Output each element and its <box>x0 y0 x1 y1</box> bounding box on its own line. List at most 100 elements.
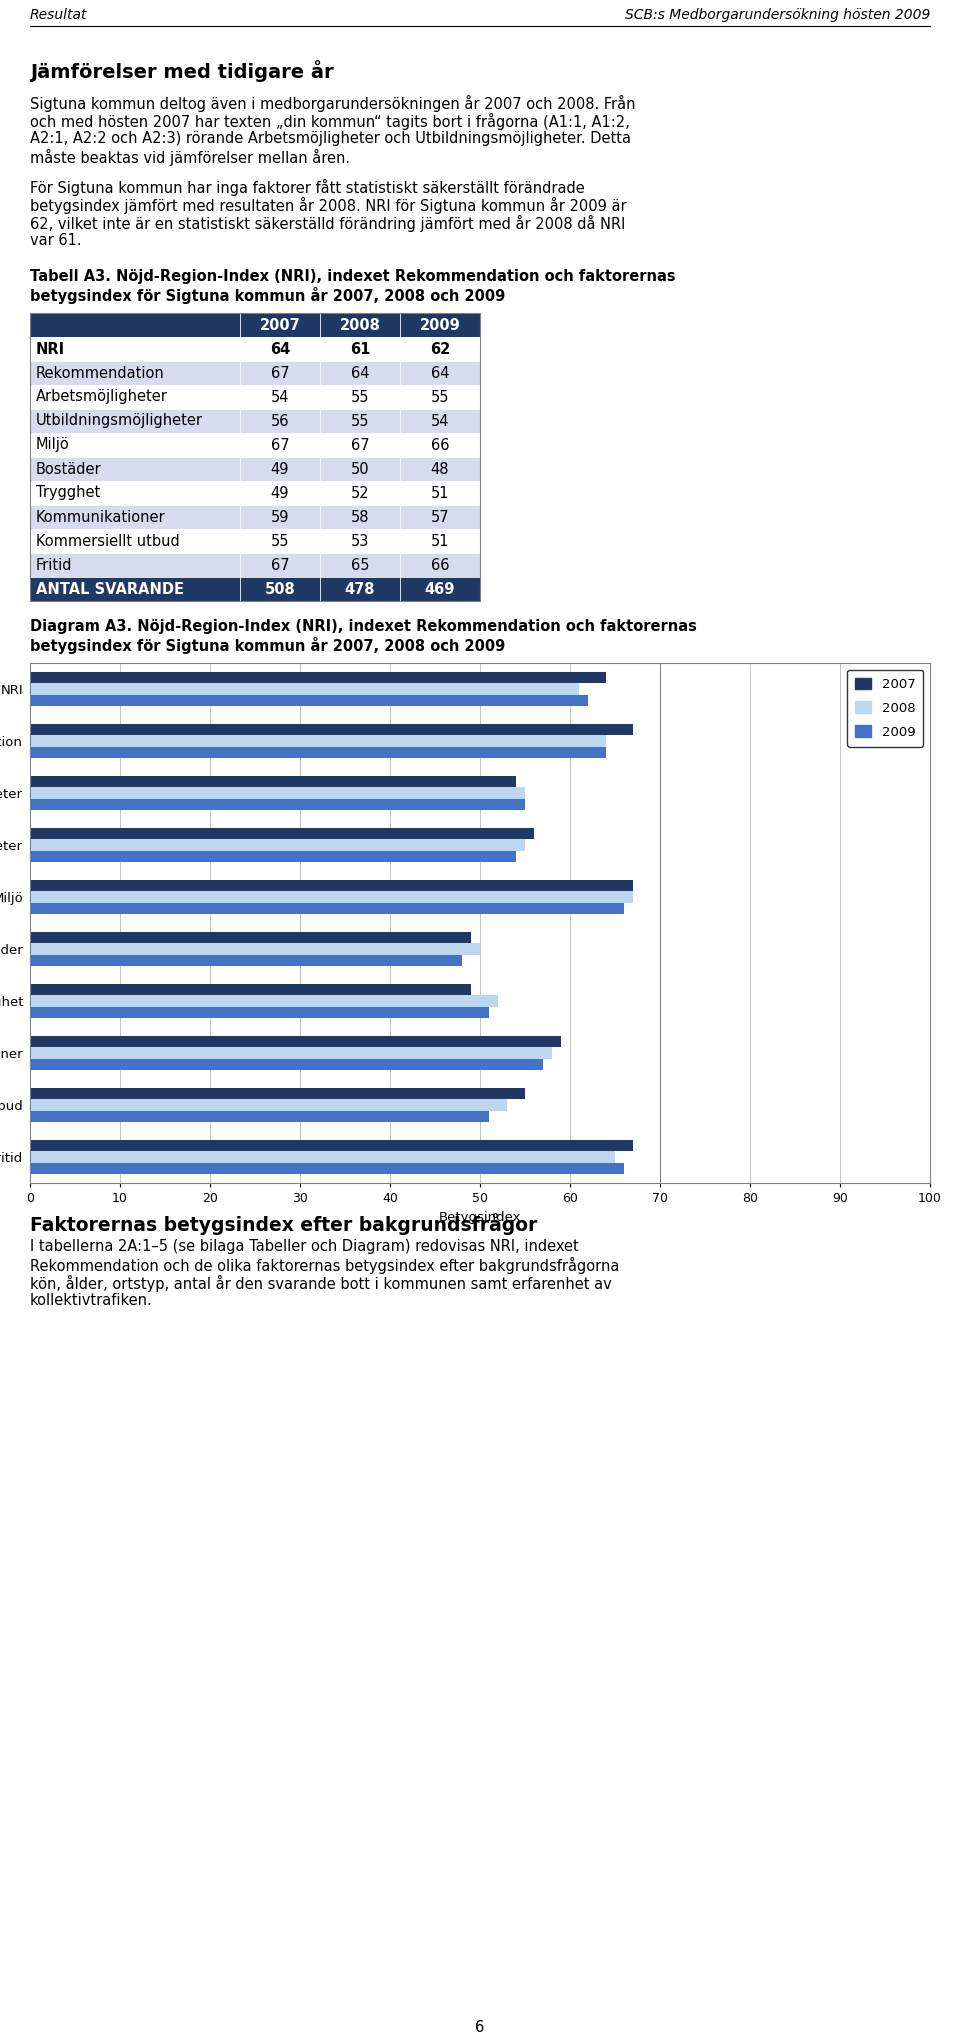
Bar <box>30 799 525 811</box>
Bar <box>30 786 525 799</box>
Bar <box>30 748 606 758</box>
Text: 55: 55 <box>350 414 370 428</box>
Bar <box>30 776 516 786</box>
Text: 51: 51 <box>431 534 449 548</box>
Text: 478: 478 <box>345 581 375 597</box>
Bar <box>30 1141 633 1151</box>
Bar <box>30 1100 507 1110</box>
Bar <box>30 1163 624 1173</box>
Bar <box>30 576 240 601</box>
Bar <box>240 434 320 456</box>
Text: Trygghet: Trygghet <box>36 485 100 501</box>
Text: 55: 55 <box>271 534 289 548</box>
Bar <box>240 385 320 409</box>
Text: 59: 59 <box>271 509 289 524</box>
Text: SCB:s Medborgarundersökning hösten 2009: SCB:s Medborgarundersökning hösten 200… <box>625 8 930 22</box>
Bar <box>30 385 240 409</box>
Bar <box>30 695 588 707</box>
Bar <box>400 409 480 434</box>
Text: 56: 56 <box>271 414 289 428</box>
Bar <box>30 336 240 361</box>
Bar <box>30 827 534 839</box>
Bar <box>30 481 240 505</box>
Bar <box>30 314 480 601</box>
Text: Diagram A3. Nöjd-Region-Index (NRI), indexet Rekommendation och faktorernas: Diagram A3. Nöjd-Region-Index (NRI), ind… <box>30 619 697 634</box>
Text: 50: 50 <box>350 462 370 477</box>
Text: 54: 54 <box>271 389 289 405</box>
Bar <box>240 361 320 385</box>
Text: Bostäder: Bostäder <box>36 462 102 477</box>
Bar <box>320 552 400 576</box>
Text: var 61.: var 61. <box>30 232 82 249</box>
Text: I tabellerna 2A:1–5 (se bilaga Tabeller och Diagram) redovisas NRI, indexet: I tabellerna 2A:1–5 (se bilaga Tabeller … <box>30 1238 579 1255</box>
Bar <box>400 456 480 481</box>
Text: 58: 58 <box>350 509 370 524</box>
Text: 6: 6 <box>475 2021 485 2035</box>
Bar <box>30 1037 561 1047</box>
Text: NRI: NRI <box>36 342 65 356</box>
Bar <box>30 880 633 892</box>
Text: 53: 53 <box>350 534 370 548</box>
Bar <box>320 530 400 552</box>
Bar <box>240 530 320 552</box>
Text: ANTAL SVARANDE: ANTAL SVARANDE <box>36 581 184 597</box>
Text: 2009: 2009 <box>420 318 461 332</box>
Text: 67: 67 <box>271 558 289 572</box>
Text: 66: 66 <box>431 438 449 452</box>
Bar <box>400 481 480 505</box>
Bar <box>30 1088 525 1100</box>
X-axis label: Betygsindex: Betygsindex <box>439 1210 521 1224</box>
Text: Utbildningsmöjligheter: Utbildningsmöjligheter <box>36 414 203 428</box>
Text: måste beaktas vid jämförelser mellan åren.: måste beaktas vid jämförelser mellan åre… <box>30 149 350 167</box>
Bar <box>30 1059 543 1069</box>
Text: betygsindex jämfört med resultaten år 2008. NRI för Sigtuna kommun år 2009 är: betygsindex jämfört med resultaten år 20… <box>30 198 627 214</box>
Bar <box>320 456 400 481</box>
Text: 2007: 2007 <box>259 318 300 332</box>
Bar <box>30 409 240 434</box>
Text: Jämförelser med tidigare år: Jämförelser med tidigare år <box>30 59 334 81</box>
Text: 49: 49 <box>271 485 289 501</box>
Text: 67: 67 <box>271 438 289 452</box>
Text: Kommersiellt utbud: Kommersiellt utbud <box>36 534 180 548</box>
Text: A2:1, A2:2 och A2:3) rörande Arbetsmöjligheter och Utbildningsmöjligheter. Detta: A2:1, A2:2 och A2:3) rörande Arbetsmöjli… <box>30 130 631 147</box>
Text: 65: 65 <box>350 558 370 572</box>
Text: 64: 64 <box>270 342 290 356</box>
Bar <box>30 984 471 996</box>
Bar <box>400 530 480 552</box>
Text: Kommunikationer: Kommunikationer <box>36 509 166 524</box>
Text: 64: 64 <box>350 365 370 381</box>
Text: Arbetsmöjligheter: Arbetsmöjligheter <box>36 389 168 405</box>
Text: Fritid: Fritid <box>36 558 73 572</box>
Text: Resultat: Resultat <box>30 8 87 22</box>
Bar <box>30 902 624 915</box>
Text: Rekommendation: Rekommendation <box>36 365 165 381</box>
Bar <box>30 943 480 955</box>
Bar <box>30 1047 552 1059</box>
Bar <box>240 456 320 481</box>
Text: 2008: 2008 <box>340 318 380 332</box>
Bar <box>320 409 400 434</box>
Text: betygsindex för Sigtuna kommun år 2007, 2008 och 2009: betygsindex för Sigtuna kommun år 2007, … <box>30 638 505 654</box>
Text: betygsindex för Sigtuna kommun år 2007, 2008 och 2009: betygsindex för Sigtuna kommun år 2007, … <box>30 287 505 304</box>
Text: 62: 62 <box>430 342 450 356</box>
Bar <box>30 1006 489 1018</box>
Text: Sigtuna kommun deltog även i medborgarundersökningen år 2007 och 2008. Från: Sigtuna kommun deltog även i medborgarun… <box>30 96 636 112</box>
Bar <box>30 552 240 576</box>
Bar <box>400 552 480 576</box>
Text: 66: 66 <box>431 558 449 572</box>
Text: Rekommendation och de olika faktorernas betygsindex efter bakgrundsfrågorna: Rekommendation och de olika faktorernas … <box>30 1257 619 1273</box>
Text: 62, vilket inte är en statistiskt säkerställd förändring jämfört med år 2008 då : 62, vilket inte är en statistiskt säkers… <box>30 216 625 232</box>
Bar <box>320 336 400 361</box>
Bar <box>240 505 320 530</box>
Bar <box>30 361 240 385</box>
Text: 54: 54 <box>431 414 449 428</box>
Bar <box>400 385 480 409</box>
Bar <box>30 314 240 336</box>
Bar <box>30 735 606 748</box>
Bar <box>240 481 320 505</box>
Text: Faktorernas betygsindex efter bakgrundsfrågor: Faktorernas betygsindex efter bakgrundsf… <box>30 1212 538 1234</box>
Bar <box>320 576 400 601</box>
Text: 67: 67 <box>350 438 370 452</box>
Text: Tabell A3. Nöjd-Region-Index (NRI), indexet Rekommendation och faktorernas: Tabell A3. Nöjd-Region-Index (NRI), inde… <box>30 269 676 283</box>
Bar <box>30 682 579 695</box>
